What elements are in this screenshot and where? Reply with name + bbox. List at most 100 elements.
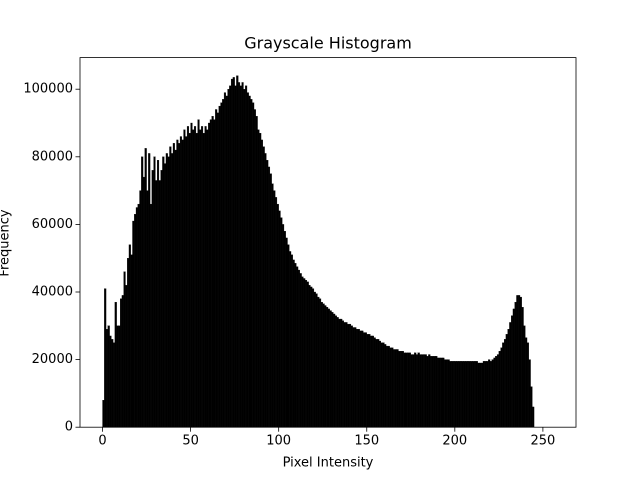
bar <box>250 99 253 428</box>
bar <box>445 359 448 428</box>
bar <box>278 210 281 428</box>
bar <box>419 354 422 428</box>
bar <box>118 325 121 428</box>
bar <box>120 298 123 428</box>
bar <box>283 231 286 428</box>
bar <box>308 285 311 428</box>
bar <box>368 334 371 428</box>
bar <box>505 334 508 428</box>
bar <box>363 332 366 428</box>
bar <box>225 95 228 428</box>
bar <box>264 153 267 428</box>
bar <box>267 166 271 428</box>
bar <box>230 78 234 428</box>
bar <box>234 85 237 428</box>
bar <box>178 143 181 428</box>
bar <box>482 361 485 428</box>
bar <box>516 295 519 428</box>
bar <box>289 251 292 428</box>
y-tick-label: 100000 <box>23 82 73 97</box>
bar <box>525 337 528 428</box>
bar <box>204 126 207 428</box>
bar <box>327 308 330 428</box>
bar <box>526 342 529 428</box>
bar <box>164 163 167 428</box>
bar <box>193 126 197 428</box>
bar <box>211 116 214 428</box>
bar <box>324 305 327 428</box>
bar <box>155 180 158 428</box>
bar <box>407 352 410 428</box>
bar <box>304 280 308 428</box>
bar <box>121 295 124 428</box>
bar <box>306 281 309 428</box>
bar <box>479 362 482 428</box>
bar <box>199 129 202 428</box>
bar <box>269 173 272 428</box>
bar <box>165 153 168 428</box>
x-tick-label: 150 <box>354 434 379 449</box>
bar <box>440 357 443 428</box>
bar <box>160 170 163 428</box>
y-tick-label: 60000 <box>32 217 73 232</box>
bar <box>248 95 251 428</box>
bar <box>220 102 223 428</box>
bar <box>299 273 302 428</box>
bar <box>239 85 242 428</box>
bar <box>474 361 477 428</box>
bar <box>532 406 535 428</box>
bar <box>391 347 394 428</box>
bar <box>282 224 285 428</box>
bar <box>468 361 471 428</box>
bar <box>382 342 385 428</box>
bar <box>149 203 153 428</box>
bar <box>461 361 464 428</box>
bar <box>192 129 195 428</box>
bar <box>400 351 403 428</box>
bar <box>216 112 219 428</box>
bar <box>167 156 170 428</box>
bar <box>208 122 211 428</box>
bar <box>158 180 161 428</box>
bar <box>271 183 274 428</box>
bar <box>260 139 263 428</box>
bar <box>273 190 276 428</box>
bar <box>354 327 357 428</box>
bar <box>521 307 524 428</box>
y-tick-label: 20000 <box>32 352 73 367</box>
bar <box>472 361 475 428</box>
bar <box>287 244 290 428</box>
bar <box>438 357 441 428</box>
bar <box>107 325 110 428</box>
bar <box>183 129 186 428</box>
bar <box>393 349 396 428</box>
bar <box>465 361 468 428</box>
bar <box>169 146 172 428</box>
bar <box>435 356 438 428</box>
bar <box>297 269 300 428</box>
bar <box>389 347 392 428</box>
bar <box>528 359 531 428</box>
bar <box>334 315 337 428</box>
bar <box>495 356 498 428</box>
bar <box>317 296 320 428</box>
bar <box>421 354 424 428</box>
y-tick-label: 40000 <box>32 285 73 300</box>
bar <box>357 329 360 428</box>
bar <box>333 313 336 428</box>
bar <box>530 386 533 428</box>
bar <box>336 317 339 428</box>
bar <box>456 361 459 428</box>
bar <box>364 332 367 428</box>
bar <box>171 153 174 428</box>
bar <box>259 132 262 428</box>
bar <box>329 310 332 428</box>
bar <box>356 329 359 428</box>
bar <box>311 288 315 428</box>
bar <box>275 197 278 428</box>
bar <box>470 361 473 428</box>
bar <box>452 361 455 428</box>
bar <box>380 342 383 428</box>
bar <box>361 330 364 428</box>
